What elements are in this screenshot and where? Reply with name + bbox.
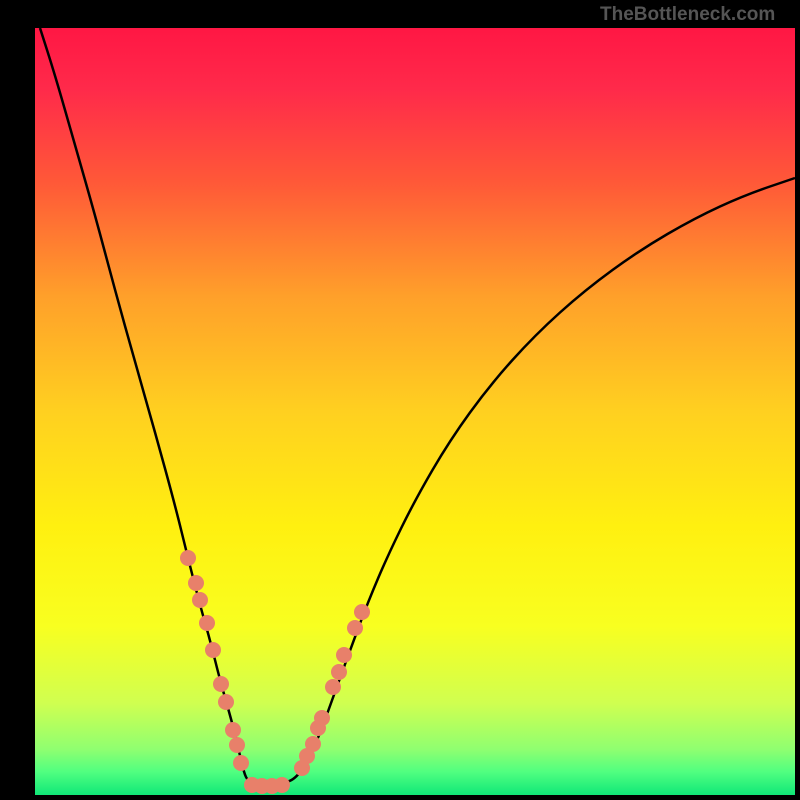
marker-point bbox=[347, 620, 363, 636]
marker-point bbox=[233, 755, 249, 771]
marker-point bbox=[213, 676, 229, 692]
chart-svg bbox=[0, 0, 800, 800]
marker-point bbox=[199, 615, 215, 631]
marker-point bbox=[218, 694, 234, 710]
border-left bbox=[0, 0, 35, 800]
border-right bbox=[795, 0, 800, 800]
marker-point bbox=[205, 642, 221, 658]
marker-point bbox=[192, 592, 208, 608]
chart-container: TheBottleneck.com bbox=[0, 0, 800, 800]
marker-point bbox=[229, 737, 245, 753]
marker-point bbox=[225, 722, 241, 738]
marker-point bbox=[180, 550, 196, 566]
marker-point bbox=[188, 575, 204, 591]
marker-point bbox=[336, 647, 352, 663]
marker-point bbox=[305, 736, 321, 752]
marker-point bbox=[354, 604, 370, 620]
marker-point bbox=[314, 710, 330, 726]
border-bottom bbox=[0, 795, 800, 800]
marker-point bbox=[331, 664, 347, 680]
marker-point bbox=[325, 679, 341, 695]
watermark-text: TheBottleneck.com bbox=[600, 4, 775, 26]
marker-point bbox=[274, 777, 290, 793]
